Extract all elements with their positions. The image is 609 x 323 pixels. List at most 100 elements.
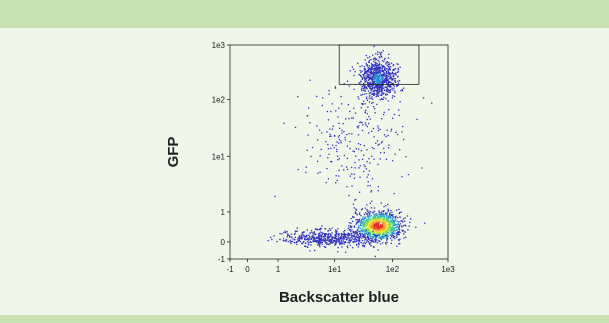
event-dot [373,246,375,248]
event-dot [377,78,379,80]
event-dot [309,235,311,237]
event-dot [379,53,382,55]
event-dot [363,246,365,248]
event-dot [328,93,330,95]
event-dot [372,234,374,236]
event-dot [379,86,381,88]
event-dot [377,95,379,97]
event-dot [339,127,341,129]
event-dot [358,73,360,76]
event-dot [372,216,375,218]
event-dot [368,59,371,62]
event-dot [385,81,387,83]
event-dot [329,228,331,230]
event-dot [390,209,392,212]
event-dot [379,78,382,80]
event-dot [371,79,374,81]
event-dot [312,232,314,234]
event-dot [386,89,388,91]
event-dot [332,239,335,242]
event-dot [376,93,378,95]
event-dot [349,239,351,241]
event-dot [383,237,385,239]
event-dot [390,128,393,130]
event-dot [388,220,390,222]
event-dot [382,210,385,213]
event-dot [376,223,378,225]
event-dot [359,121,361,124]
event-dot [313,238,315,240]
event-dot [370,222,372,224]
event-dot [389,212,391,214]
event-dot [333,237,336,239]
event-dot [389,84,392,86]
event-dot [341,165,343,167]
event-dot [394,68,397,70]
event-dot [325,239,327,242]
event-dot [347,168,349,170]
event-dot [290,240,292,243]
event-dot [422,97,425,99]
event-dot [357,127,359,129]
event-dot [386,90,389,92]
event-dot [336,148,338,151]
event-dot [348,240,350,242]
event-dot [368,66,370,69]
event-dot [377,83,379,85]
event-dot [364,59,366,61]
event-dot [282,238,285,240]
event-dot [367,185,369,187]
event-dot [431,102,433,104]
event-dot [391,160,394,162]
event-dot [356,243,358,245]
event-dot [382,215,384,217]
event-dot [362,218,365,220]
event-dot [296,241,298,244]
event-dot [397,84,399,86]
event-dot [332,125,334,127]
event-dot [320,239,323,241]
event-dot [360,71,362,73]
event-dot [304,237,306,239]
event-dot [377,222,379,224]
event-dot [384,80,387,82]
header-band [0,0,609,28]
event-dot [349,147,351,150]
event-dot [379,72,382,74]
event-dot [375,238,377,241]
event-dot [320,148,322,151]
event-dot [383,69,386,71]
event-dot [365,222,367,224]
event-dot [350,218,352,220]
event-dot [374,234,376,236]
event-dot [397,231,399,233]
event-dot [382,82,385,84]
event-dot [330,233,332,235]
event-dot [352,232,354,234]
event-dot [339,242,341,244]
event-dot [386,85,388,88]
event-dot [373,94,375,96]
event-dot [388,67,391,69]
event-dot [318,233,320,235]
event-dot [365,223,367,225]
event-dot [366,233,368,235]
event-dot [375,73,377,75]
event-dot [405,225,407,227]
event-dot [369,68,371,70]
event-dot [366,65,368,67]
event-dot [393,80,396,82]
event-dot [318,228,320,231]
event-dot [356,233,358,235]
event-dot [348,242,350,244]
event-dot [379,75,381,77]
event-dot [371,65,374,67]
event-dot [367,216,369,218]
event-dot [398,80,401,82]
event-dot [388,81,390,83]
event-dot [384,89,386,91]
event-dot [316,228,318,230]
event-dot [393,224,396,226]
event-dot [369,185,371,187]
event-dot [295,230,297,232]
